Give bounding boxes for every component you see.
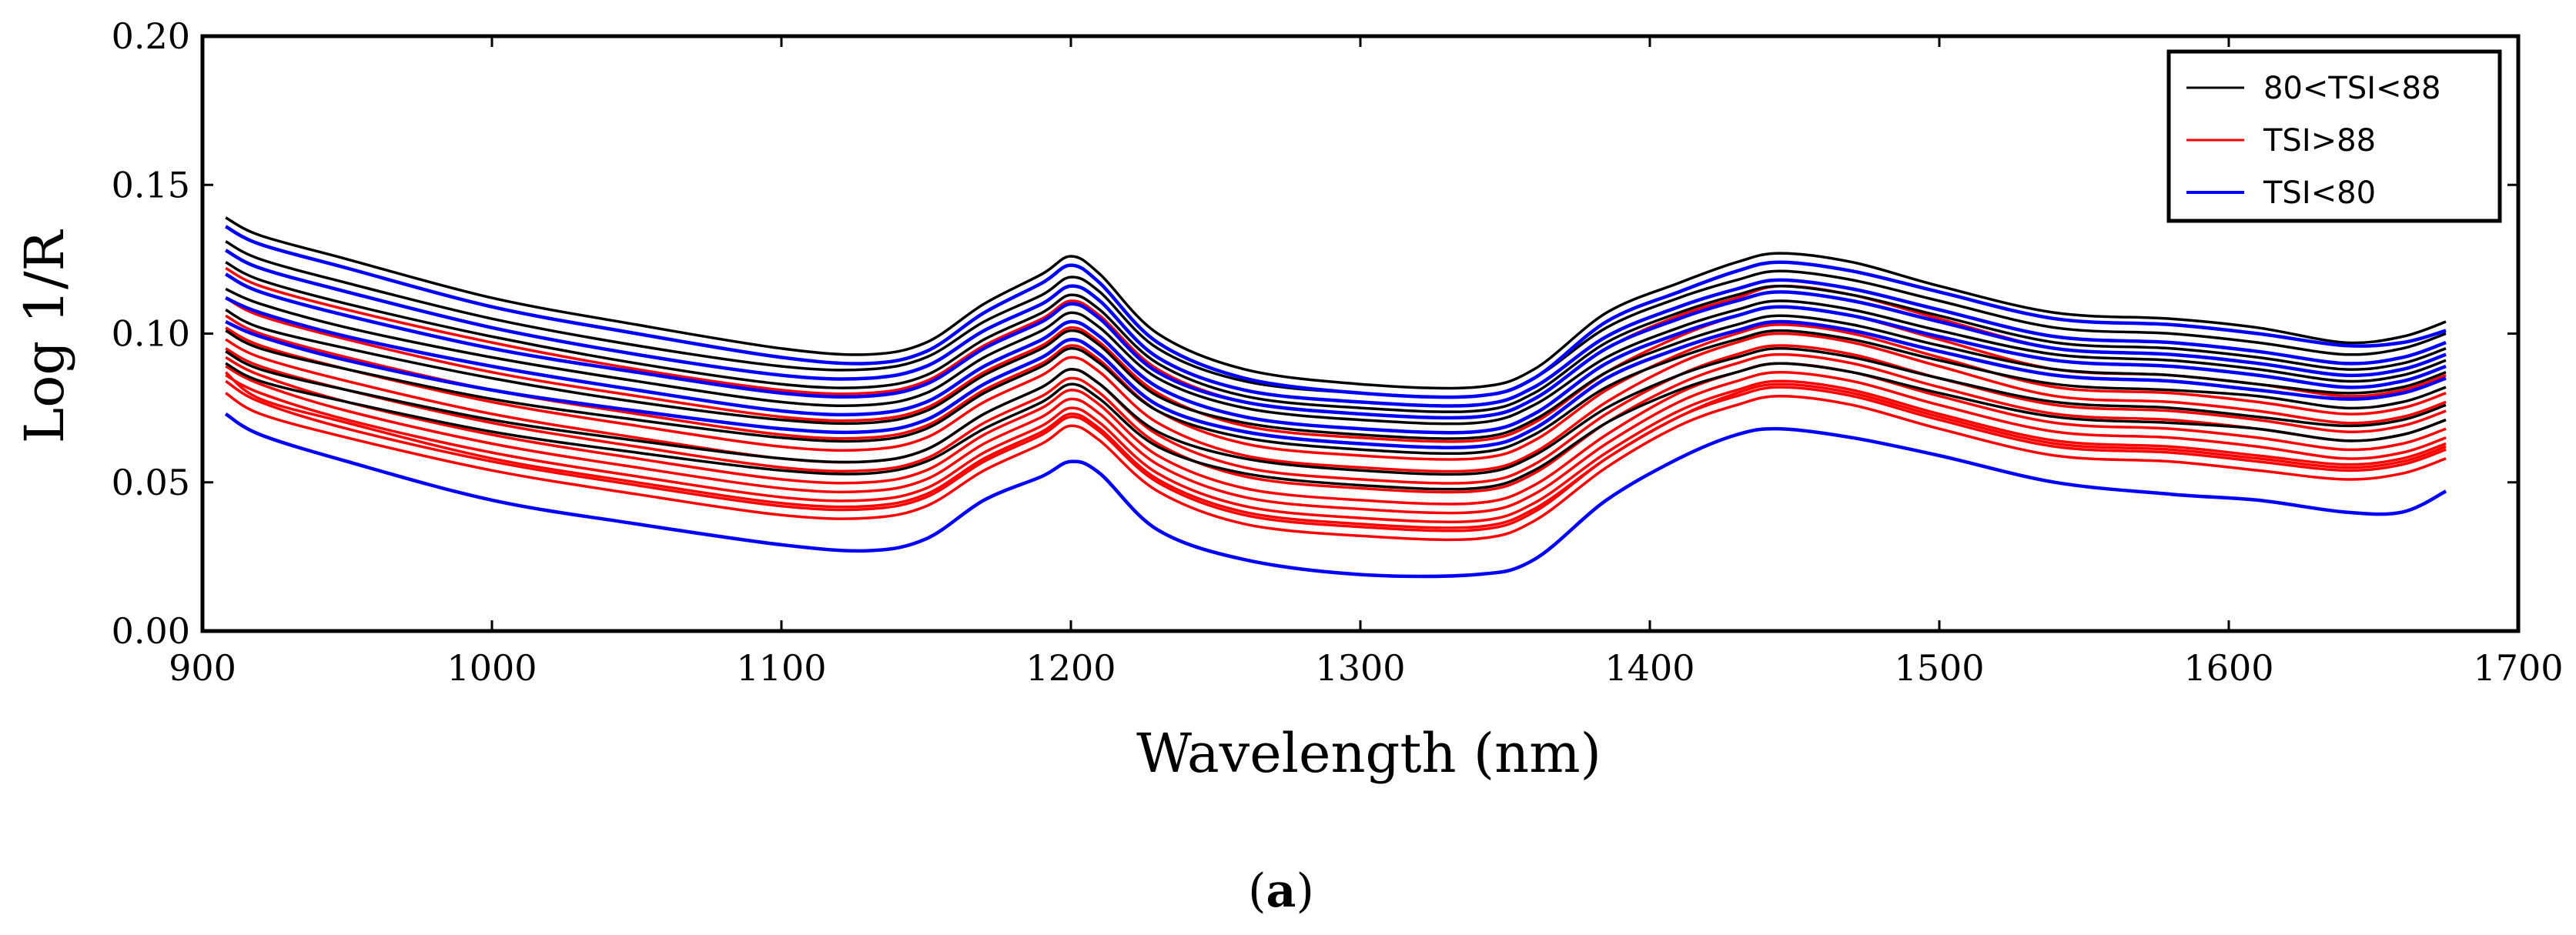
x-tick-label: 1100 xyxy=(736,647,826,689)
series-line-tsi-80-4 xyxy=(225,296,2447,435)
series-layer xyxy=(224,216,2447,579)
y-axis-title: Log 1/R xyxy=(13,229,76,443)
x-tick-label: 1300 xyxy=(1315,647,1405,689)
series-line-tsi-88-12 xyxy=(224,371,2447,529)
y-tick-label: 0.15 xyxy=(112,164,190,205)
series-line-tsi-88-8 xyxy=(225,365,2447,515)
ticks-layer: 900 1000 1100 1200 1300 1400 1500 1600 1700 0.00 0… xyxy=(112,15,2564,689)
x-tick-label: 1000 xyxy=(447,647,537,689)
series-line-80-tsi-88-1 xyxy=(225,216,2447,390)
caption-close-paren: ) xyxy=(1296,864,1313,918)
series-line-80-tsi-88-8 xyxy=(225,362,2447,491)
y-tick-label: 0.05 xyxy=(112,462,190,503)
y-tick-label: 0.10 xyxy=(112,313,190,355)
series-line-tsi-80-6 xyxy=(224,412,2447,579)
x-tick-label: 1200 xyxy=(1025,647,1116,689)
x-tick-label: 1500 xyxy=(1894,647,1984,689)
series-line-80-tsi-88-3 xyxy=(225,261,2447,413)
y-tick-label: 0.20 xyxy=(112,15,190,57)
series-line-tsi-88-5 xyxy=(225,338,2447,485)
y-tick-label: 0.00 xyxy=(112,610,190,652)
series-line-tsi-88-4 xyxy=(225,326,2447,473)
series-line-tsi-80-1 xyxy=(225,225,2447,399)
series-line-tsi-88-10 xyxy=(225,379,2447,533)
legend-label-tsi-80: TSI<80 xyxy=(2263,175,2376,211)
legend-label-tsi-88: TSI>88 xyxy=(2263,123,2376,159)
series-line-80-tsi-88-7 xyxy=(225,347,2447,476)
legend: 80<TSI<88 TSI>88 TSI<80 xyxy=(2166,49,2502,223)
series-line-tsi-80-2 xyxy=(225,249,2447,408)
figure-caption: (a) xyxy=(1248,864,1314,918)
series-line-tsi-88-11 xyxy=(225,392,2447,542)
series-line-80-tsi-88-4 xyxy=(225,287,2447,426)
x-axis-title: Wavelength (nm) xyxy=(1136,722,1601,785)
series-line-80-tsi-88-5 xyxy=(225,309,2447,440)
x-tick-label: 1600 xyxy=(2183,647,2273,689)
series-line-tsi-80-3 xyxy=(224,272,2447,420)
x-tick-label: 1700 xyxy=(2473,647,2563,689)
series-line-tsi-88-3 xyxy=(225,314,2447,461)
caption-letter: a xyxy=(1266,864,1296,918)
x-tick-label: 900 xyxy=(169,647,236,689)
series-line-tsi-88-6 xyxy=(225,347,2447,494)
x-tick-label: 1400 xyxy=(1604,647,1694,689)
series-line-tsi-88-9 xyxy=(225,374,2447,523)
legend-label-80-tsi-88: 80<TSI<88 xyxy=(2263,71,2441,106)
caption-open-paren: ( xyxy=(1248,864,1266,918)
series-line-tsi-88-7 xyxy=(225,356,2447,506)
series-line-80-tsi-88-6 xyxy=(225,329,2447,456)
series-line-tsi-80-5 xyxy=(225,319,2447,449)
